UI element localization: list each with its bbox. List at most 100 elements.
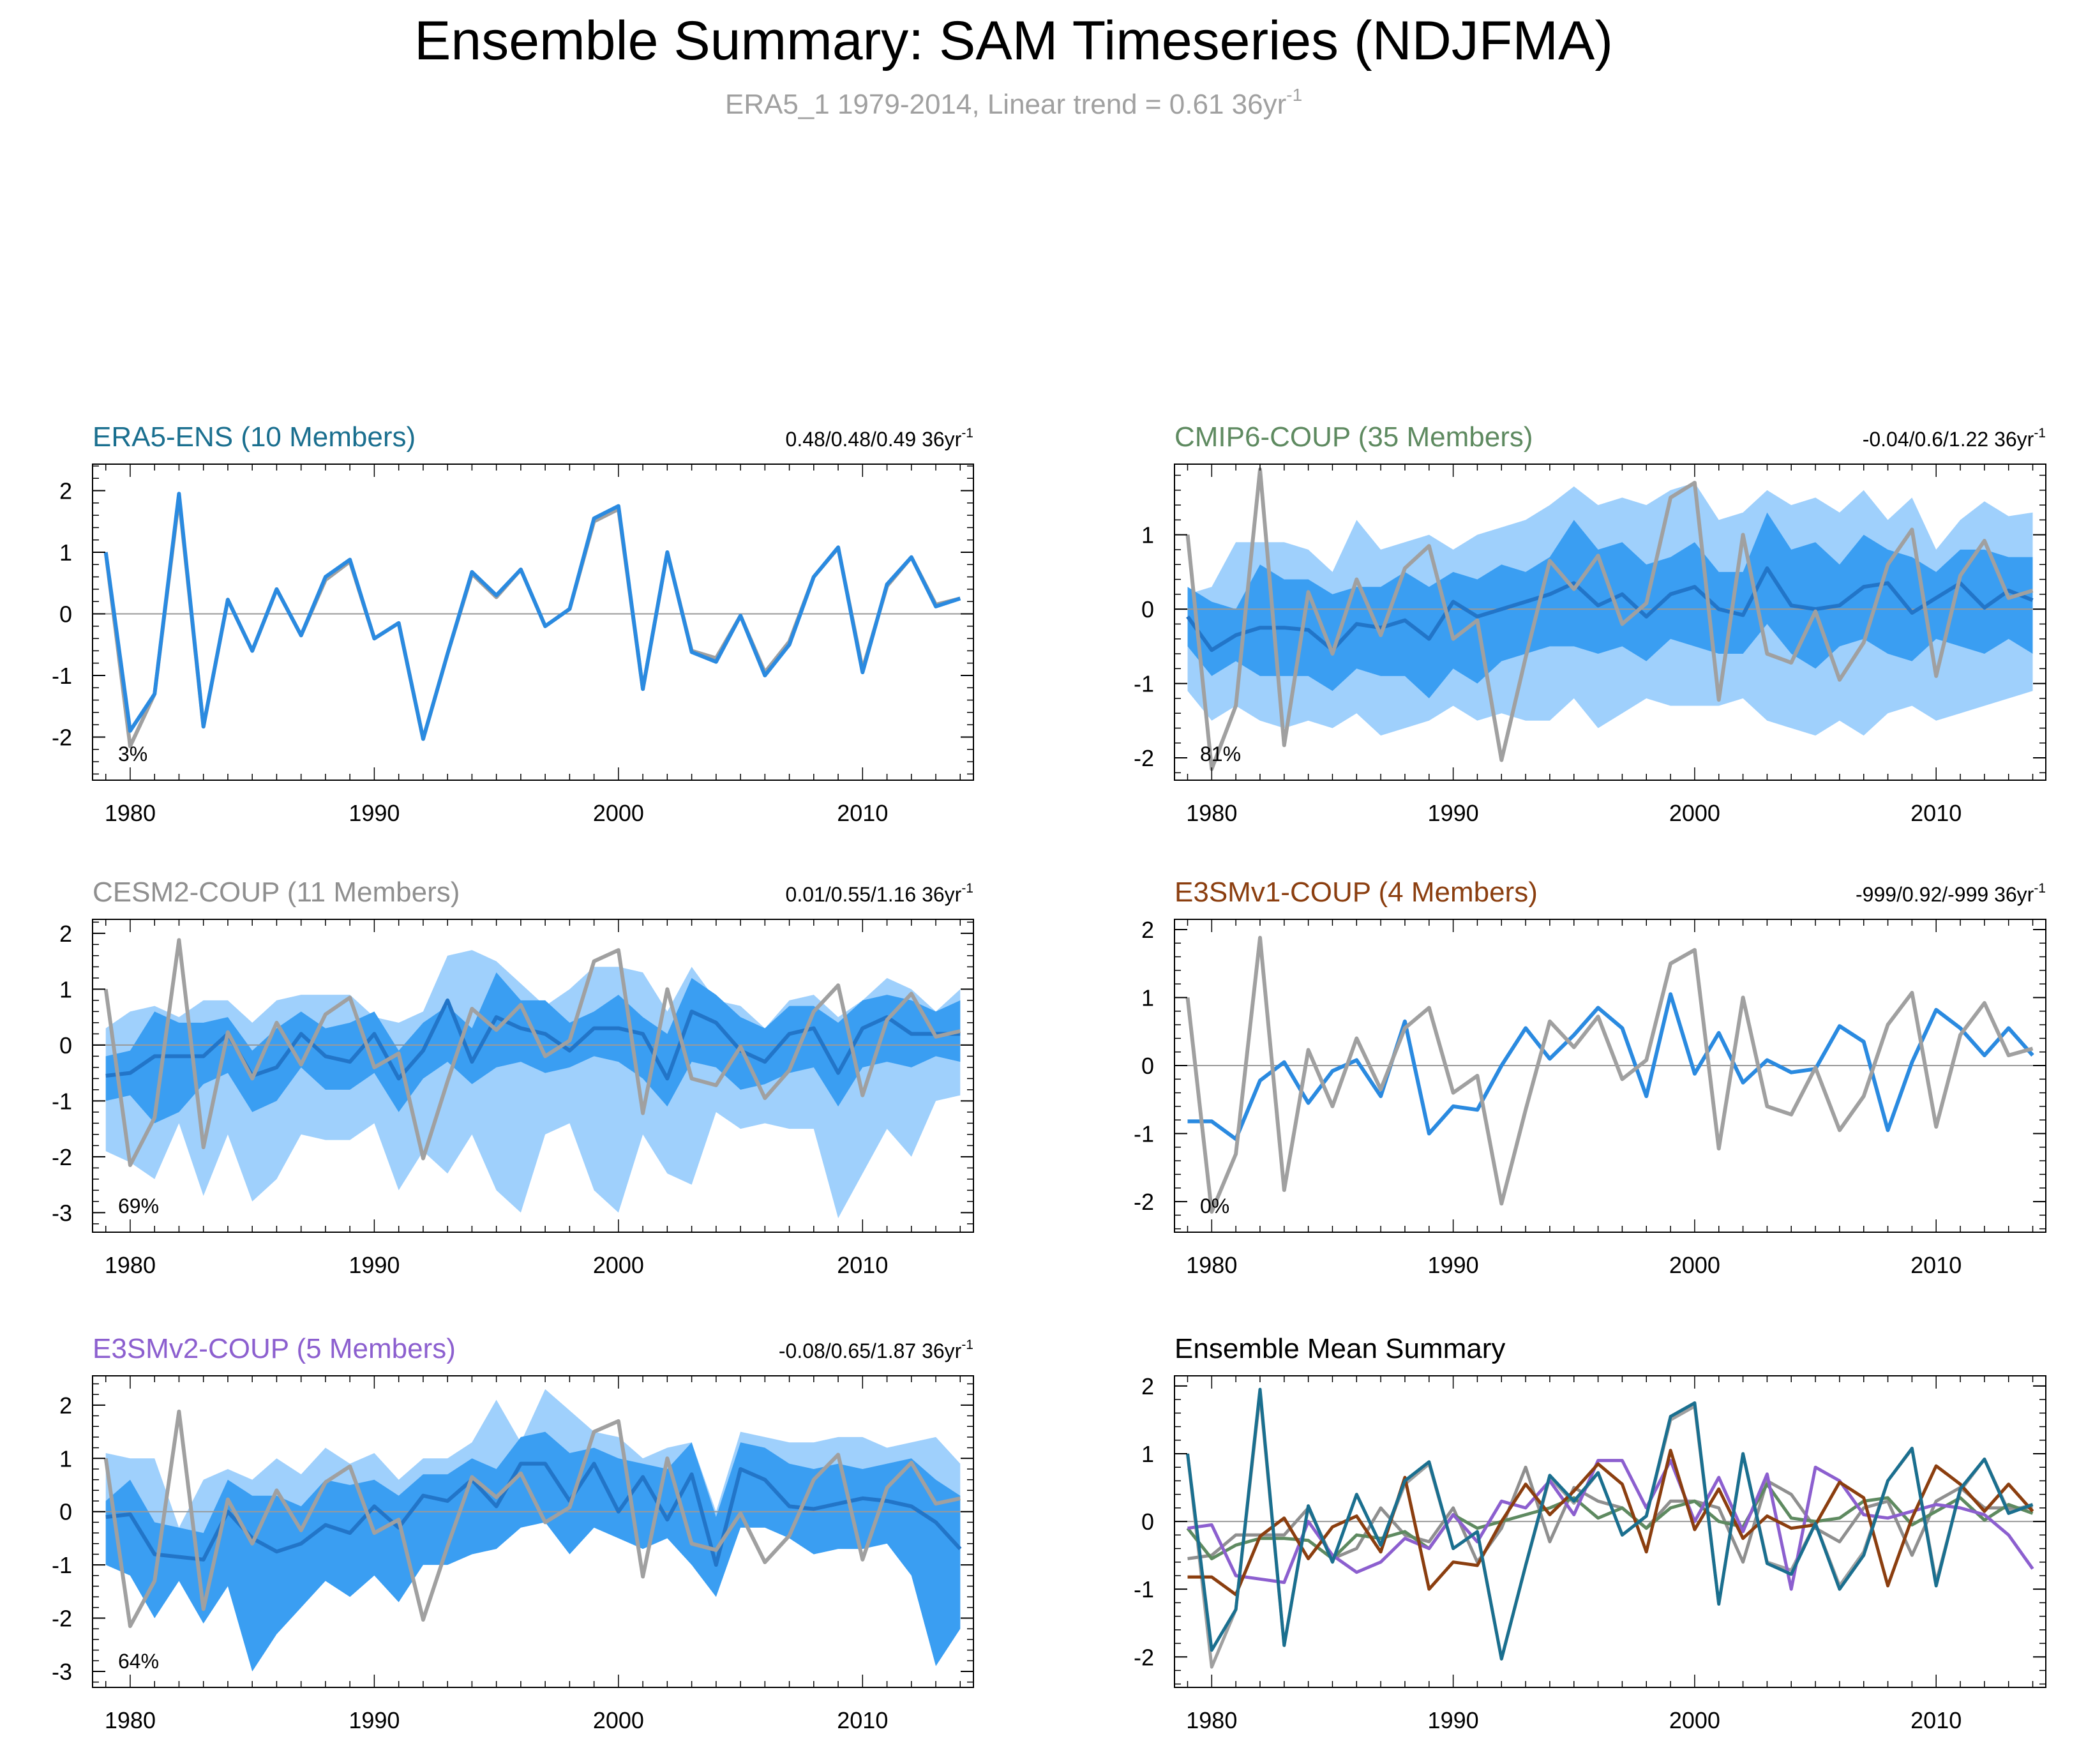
panel-stats-text: 0.01/0.55/1.16 36yr: [786, 883, 962, 906]
panel-stats: -999/0.92/-999 36yr-1: [1856, 881, 2046, 906]
y-tick-label: 0: [59, 1499, 72, 1525]
page-subtitle: ERA5_1 1979-2014, Linear trend = 0.61 36…: [725, 85, 1302, 120]
y-tick-label: 0: [59, 601, 72, 627]
inner-spread-band: [105, 972, 961, 1124]
y-tick-label: 1: [59, 1445, 72, 1472]
panel-stats: 0.01/0.55/1.16 36yr-1: [786, 881, 973, 906]
y-tick-label: -2: [1134, 745, 1154, 771]
percent-annotation: 64%: [118, 1650, 159, 1673]
y-tick-label: -1: [52, 1552, 72, 1578]
observed-series-line: [103, 1409, 961, 1629]
percent-annotation: 3%: [118, 743, 147, 765]
observed-series-line: [1185, 935, 2034, 1214]
y-tick-label: 0: [59, 1032, 72, 1059]
plot-frame: [92, 1375, 974, 1688]
y-tick-label: 0: [1141, 596, 1154, 622]
x-tick-label: 1990: [1428, 1707, 1479, 1733]
panel-title: Ensemble Mean Summary: [1175, 1333, 1505, 1364]
plot-frame: [92, 919, 974, 1233]
panel-stats-superscript: -1: [2034, 881, 2046, 896]
panel-title: E3SMv1-COUP (4 Members): [1175, 877, 1538, 908]
y-tick-label: 2: [59, 478, 72, 504]
y-tick-label: -2: [52, 1144, 72, 1170]
inner-spread-band: [105, 1431, 961, 1671]
y-tick-label: -1: [1134, 671, 1154, 697]
x-tick-label: 1990: [349, 1252, 400, 1278]
x-tick-label: 2010: [837, 800, 888, 826]
subtitle-text: ERA5_1 1979-2014, Linear trend = 0.61 36…: [725, 89, 1286, 120]
panel-stats-superscript: -1: [2034, 426, 2046, 441]
x-tick-label: 2000: [1669, 1252, 1720, 1278]
x-tick-label: 1990: [349, 1707, 400, 1733]
y-tick-label: -1: [1134, 1576, 1154, 1602]
x-tick-label: 1990: [349, 800, 400, 826]
x-tick-label: 2010: [1910, 1707, 1962, 1733]
panel-era5-ens: ERA5-ENS (10 Members) 0.48/0.48/0.49 36yr…: [52, 421, 974, 826]
y-tick-label: -2: [52, 724, 72, 750]
panel-cmip6-coup: CMIP6-COUP (35 Members) -0.04/0.6/1.22 36…: [1134, 421, 2046, 826]
plot-frame: [1174, 919, 2046, 1233]
observed-series-line: [1185, 467, 2034, 771]
x-tick-label: 1980: [1186, 1252, 1237, 1278]
panel-e3smv2-coup: E3SMv2-COUP (5 Members) -0.08/0.65/1.87 3…: [52, 1333, 974, 1733]
panel-stats-superscript: -1: [961, 426, 973, 441]
plot-frame: [1174, 1375, 2046, 1688]
y-tick-label: -2: [52, 1606, 72, 1632]
panel-cesm2-coup: CESM2-COUP (11 Members) 0.01/0.55/1.16 36…: [52, 877, 974, 1278]
y-tick-label: -3: [52, 1200, 72, 1226]
y-tick-label: 1: [1141, 1441, 1154, 1467]
y-tick-label: 1: [1141, 985, 1154, 1011]
x-tick-label: 1990: [1428, 800, 1479, 826]
panel-stats: -0.08/0.65/1.87 36yr-1: [779, 1338, 973, 1362]
ensemble-mean-line: [1187, 992, 2034, 1142]
y-tick-label: 2: [1141, 1373, 1154, 1399]
panel-e3smv1-coup: E3SMv1-COUP (4 Members) -999/0.92/-999 36…: [1134, 877, 2046, 1278]
panel-stats-text: 0.48/0.48/0.49 36yr: [786, 428, 962, 451]
x-tick-label: 2010: [1910, 800, 1962, 826]
x-tick-label: 2000: [593, 800, 644, 826]
panel-ensemble-mean-summary: Ensemble Mean Summary 2 1 0 -1 -2 1980 1990 2000…: [1134, 1333, 2046, 1733]
panel-title: CESM2-COUP (11 Members): [93, 877, 460, 908]
percent-annotation: 0%: [1200, 1195, 1229, 1217]
x-tick-label: 2010: [837, 1252, 888, 1278]
observed-series-line: [103, 496, 961, 748]
panel-title: E3SMv2-COUP (5 Members): [93, 1333, 456, 1364]
x-tick-label: 1990: [1428, 1252, 1479, 1278]
x-tick-label: 1980: [1186, 1707, 1237, 1733]
x-tick-label: 2000: [593, 1707, 644, 1733]
x-tick-label: 2000: [1669, 800, 1720, 826]
y-tick-label: 2: [59, 921, 72, 947]
ensemble-mean-line: [103, 492, 961, 741]
series-line-era5-ens: [1186, 1387, 2034, 1661]
x-tick-label: 2010: [837, 1707, 888, 1733]
plot-frame: [92, 464, 974, 781]
x-tick-label: 2010: [1910, 1252, 1962, 1278]
panel-stats: 0.48/0.48/0.49 36yr-1: [786, 426, 973, 451]
panel-stats-superscript: -1: [961, 1338, 973, 1352]
y-tick-label: -2: [1134, 1644, 1154, 1670]
series-line-e3smv2-coup: [1187, 1459, 2034, 1591]
page-title: Ensemble Summary: SAM Timeseries (NDJFMA…: [414, 10, 1613, 72]
panel-stats-text: -0.04/0.6/1.22 36yr: [1863, 428, 2034, 451]
panel-title: CMIP6-COUP (35 Members): [1175, 421, 1533, 453]
y-tick-label: -3: [52, 1659, 72, 1685]
panel-stats-superscript: -1: [961, 881, 973, 896]
panel-stats: -0.04/0.6/1.22 36yr-1: [1863, 426, 2046, 451]
panel-title: ERA5-ENS (10 Members): [93, 421, 416, 453]
panel-stats-text: -999/0.92/-999 36yr: [1856, 883, 2034, 906]
y-tick-label: 1: [59, 539, 72, 566]
x-tick-label: 1980: [105, 800, 156, 826]
y-tick-label: -1: [52, 1088, 72, 1114]
plot-frame: [1174, 464, 2046, 781]
outer-spread-band: [105, 950, 961, 1219]
x-tick-label: 1980: [105, 1252, 156, 1278]
y-tick-label: -1: [52, 663, 72, 689]
x-tick-label: 1980: [105, 1707, 156, 1733]
y-tick-label: 2: [59, 1392, 72, 1419]
y-tick-label: 2: [1141, 917, 1154, 943]
y-tick-label: 1: [59, 976, 72, 1002]
y-tick-label: 0: [1141, 1053, 1154, 1079]
y-tick-label: -2: [1134, 1189, 1154, 1215]
inner-spread-band: [1187, 512, 2033, 698]
